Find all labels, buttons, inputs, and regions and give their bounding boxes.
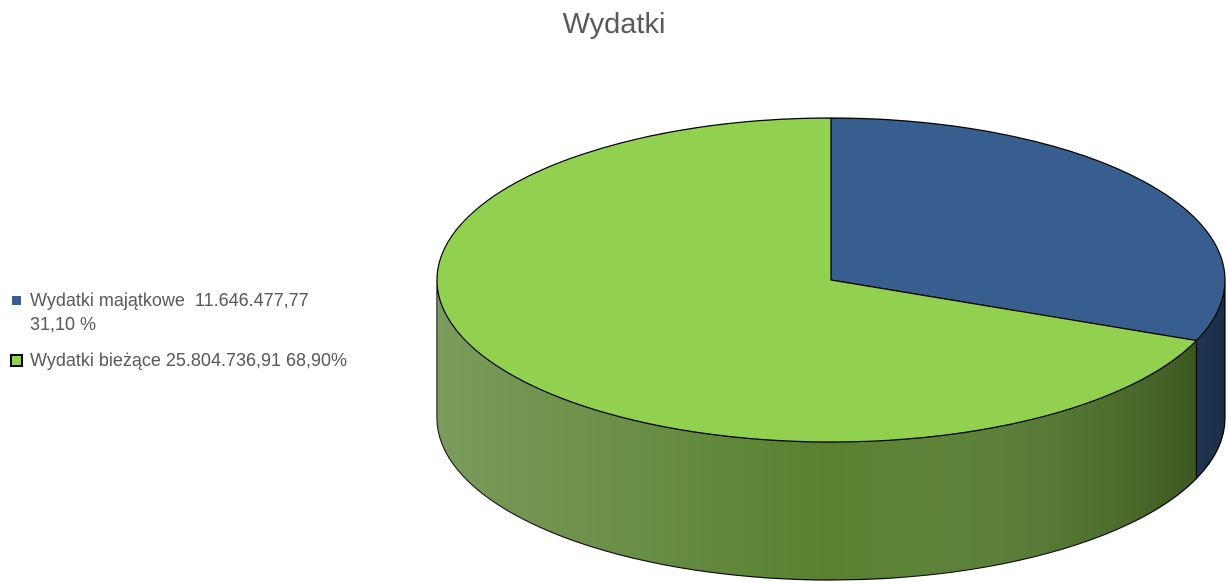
pie-side-shade — [1196, 280, 1225, 479]
legend-swatch — [10, 354, 23, 367]
pie-slice — [436, 117, 1198, 443]
legend-swatch — [12, 296, 21, 305]
pie-slice — [830, 117, 1226, 342]
pie-tops — [436, 117, 1226, 443]
legend: Wydatki majątkowe 11.646.477,77 31,10 % W… — [10, 288, 350, 384]
legend-item: Wydatki bieżące 25.804.736,91 68,90% — [10, 348, 350, 372]
chart-title: Wydatki — [562, 8, 666, 40]
legend-item: Wydatki majątkowe 11.646.477,77 31,10 % — [10, 288, 350, 336]
pie-side-shade — [437, 280, 1197, 580]
legend-label: Wydatki majątkowe 11.646.477,77 31,10 % — [30, 290, 314, 334]
legend-label: Wydatki bieżące 25.804.736,91 68,90% — [30, 350, 348, 370]
